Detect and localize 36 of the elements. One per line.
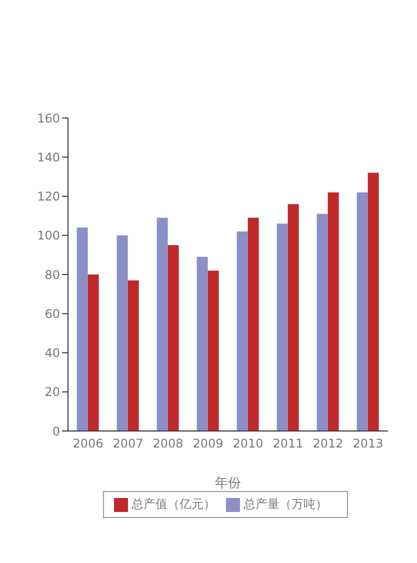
bar (356, 192, 368, 431)
bar (88, 274, 99, 431)
x-axis-title: 年份 (215, 476, 241, 491)
bar (196, 256, 208, 431)
y-tick-label: 40 (44, 346, 60, 360)
y-tick-label: 160 (37, 111, 60, 126)
bar (276, 224, 288, 431)
bar (316, 214, 328, 431)
x-tick-label: 2008 (152, 436, 184, 451)
bar (156, 218, 168, 431)
bar (208, 270, 219, 431)
bar (76, 228, 88, 431)
x-tick-label: 2011 (272, 436, 304, 451)
x-tick-label: 2013 (352, 436, 384, 451)
x-tick-label: 2012 (312, 436, 344, 451)
x-tick-label: 2006 (72, 436, 104, 451)
y-tick-label: 20 (44, 385, 60, 400)
legend-label: 总产值（亿元） (132, 497, 216, 511)
y-tick-label: 60 (44, 306, 60, 321)
y-tick-label: 120 (37, 190, 60, 204)
bar (236, 231, 248, 431)
legend-label: 总产量（万吨） (244, 497, 328, 511)
x-tick-label: 2007 (112, 436, 144, 451)
bar (248, 218, 259, 431)
bar (116, 235, 128, 431)
bar (288, 204, 299, 431)
y-tick-label: 80 (44, 268, 60, 282)
y-tick-label: 0 (52, 424, 60, 438)
x-tick-label: 2010 (232, 436, 264, 451)
y-tick-label: 100 (37, 228, 60, 243)
bar (168, 245, 179, 431)
bar (368, 172, 379, 431)
bar (328, 192, 339, 431)
y-tick-label: 140 (37, 150, 60, 164)
x-tick-label: 2009 (192, 436, 224, 451)
bar (128, 280, 139, 431)
